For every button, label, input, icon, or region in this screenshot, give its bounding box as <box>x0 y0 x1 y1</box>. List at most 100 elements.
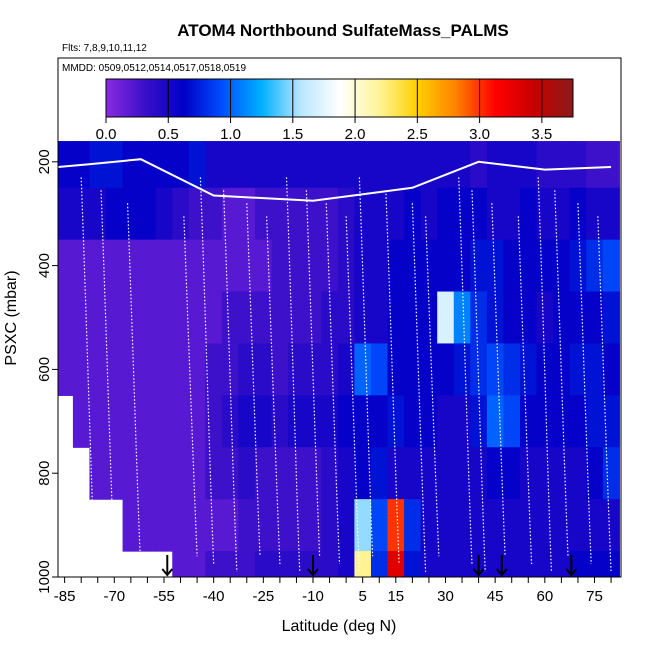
heatmap-cell <box>553 141 571 189</box>
heatmap-cell <box>404 141 422 189</box>
heatmap-cell <box>503 141 521 189</box>
heatmap-cell <box>288 187 306 241</box>
heatmap-cell <box>602 551 620 577</box>
heatmap-cell <box>503 291 521 345</box>
heatmap-cell <box>453 395 471 448</box>
heatmap-cell <box>155 447 173 500</box>
heatmap-cell <box>106 395 124 448</box>
heatmap-cell <box>602 447 620 500</box>
heatmap-cell <box>321 141 339 189</box>
heatmap-cell <box>470 343 488 396</box>
colorbar-tick-label: 3.5 <box>531 126 552 143</box>
heatmap-cell <box>370 395 389 448</box>
x-tick-label: -25 <box>252 588 274 605</box>
heatmap-cell <box>271 551 289 577</box>
heatmap-cell <box>205 239 223 293</box>
heatmap-cell <box>453 187 471 241</box>
heatmap-cell <box>519 239 538 293</box>
heatmap-cell <box>536 187 554 241</box>
heatmap-cell <box>337 447 356 500</box>
heatmap-cell <box>238 343 256 396</box>
heatmap-cell <box>122 447 140 500</box>
heatmap-cell <box>503 499 521 552</box>
heatmap-cell <box>404 395 422 448</box>
heatmap-cell <box>188 187 206 241</box>
x-tick-label: 45 <box>487 588 504 605</box>
heatmap-cell <box>503 395 521 448</box>
heatmap-cell <box>354 343 372 396</box>
heatmap-cell <box>188 447 206 500</box>
heatmap-cell <box>58 291 74 345</box>
heatmap-cell <box>486 499 505 552</box>
heatmap-cell <box>586 239 604 293</box>
heatmap-cell <box>221 187 240 241</box>
heatmap-cell <box>288 395 306 448</box>
heatmap-cell <box>139 291 157 345</box>
heatmap-cell <box>553 499 571 552</box>
heatmap-cell <box>155 291 173 345</box>
heatmap-cell <box>437 447 455 500</box>
flight-track <box>577 203 592 565</box>
heatmap-cell <box>370 499 389 552</box>
heatmap-cell <box>238 395 256 448</box>
heatmap-cell <box>586 395 604 448</box>
heatmap-cell <box>387 239 405 293</box>
flight-marker-arrow <box>565 555 578 577</box>
heatmap-cell <box>519 551 538 577</box>
flight-track <box>458 177 473 565</box>
heatmap-cell <box>437 395 455 448</box>
heatmap-cell <box>536 447 554 500</box>
heatmap-cell <box>569 499 587 552</box>
heatmap-cell <box>288 141 306 189</box>
heatmap-cell <box>139 499 157 552</box>
heatmap-cell <box>569 291 587 345</box>
x-tick-label: 60 <box>536 588 553 605</box>
heatmap-cell <box>470 141 488 189</box>
heatmap-cell <box>205 187 223 241</box>
heatmap-cell <box>453 291 471 345</box>
colorbar-tick-label: 3.0 <box>469 126 490 143</box>
heatmap-cell <box>404 291 422 345</box>
heatmap-cell <box>172 187 190 241</box>
y-tick-label: 600 <box>36 357 53 382</box>
heatmap-cell <box>470 291 488 345</box>
flight-track <box>385 190 400 565</box>
heatmap-cell <box>304 239 322 293</box>
heatmap-cell <box>321 551 339 577</box>
heatmap-cell <box>122 141 140 189</box>
heatmap-cell <box>155 187 173 241</box>
heatmap-cell <box>304 291 322 345</box>
heatmap-cell <box>255 447 273 500</box>
heatmap-cell <box>437 239 455 293</box>
heatmap-cell <box>586 291 604 345</box>
heatmap-cell <box>321 187 339 241</box>
heatmap-cell <box>602 395 620 448</box>
flights-label: Flts: 7,8,9,10,11,12 <box>62 43 147 54</box>
heatmap-cell <box>404 551 422 577</box>
heatmap-cell <box>221 343 240 396</box>
heatmap-cell <box>288 447 306 500</box>
heatmap-cell <box>221 395 240 448</box>
flight-track <box>222 190 238 572</box>
heatmap-cell <box>354 551 372 577</box>
heatmap-cell <box>304 141 322 189</box>
heatmap-cell <box>72 239 91 293</box>
heatmap-cell <box>139 395 157 448</box>
heatmap-cell <box>553 291 571 345</box>
x-tick-label: -85 <box>54 588 76 605</box>
heatmap-cell <box>602 187 620 241</box>
colorbar-tick-label: 0.5 <box>158 126 179 143</box>
heatmap-cell <box>205 499 223 552</box>
heatmap-cell <box>255 187 273 241</box>
heatmap-cell <box>122 239 140 293</box>
heatmap-cell <box>387 395 405 448</box>
heatmap-cell <box>387 343 405 396</box>
heatmap-cell <box>453 499 471 552</box>
heatmap-cell <box>89 447 107 500</box>
flight-track <box>425 216 440 557</box>
heatmap-cell <box>437 291 455 345</box>
heatmap-cell <box>586 343 604 396</box>
heatmap-cell <box>503 343 521 396</box>
flight-markers <box>161 555 578 577</box>
flight-track <box>491 203 506 557</box>
